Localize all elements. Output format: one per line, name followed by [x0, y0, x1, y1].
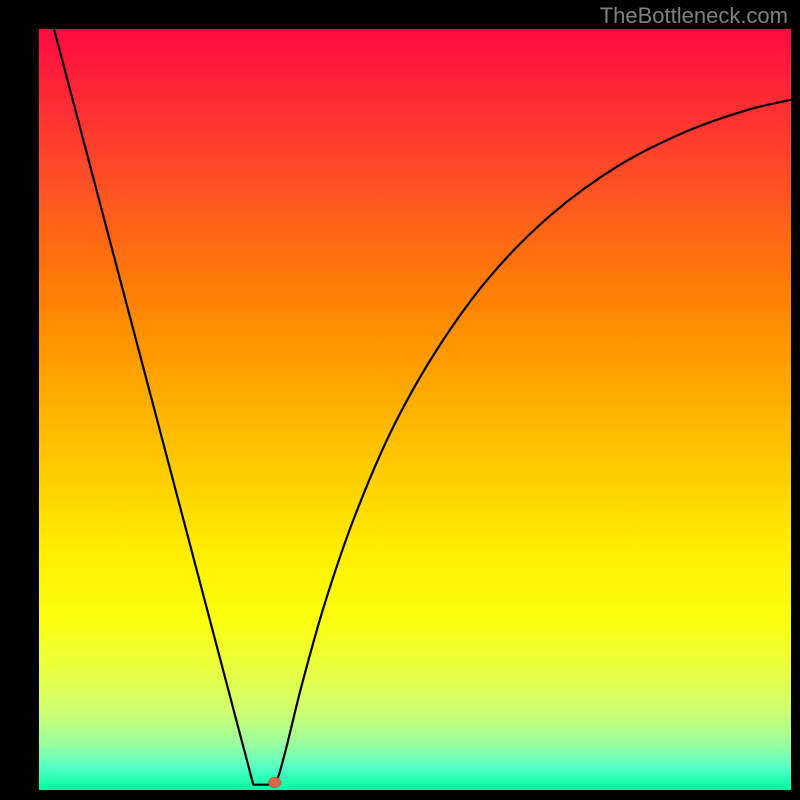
gradient-background [39, 29, 791, 790]
plot-svg [39, 29, 791, 790]
optimum-marker [268, 777, 281, 788]
watermark-text: TheBottleneck.com [600, 3, 788, 29]
plot-area [39, 29, 791, 790]
chart-container: TheBottleneck.com [0, 0, 800, 800]
